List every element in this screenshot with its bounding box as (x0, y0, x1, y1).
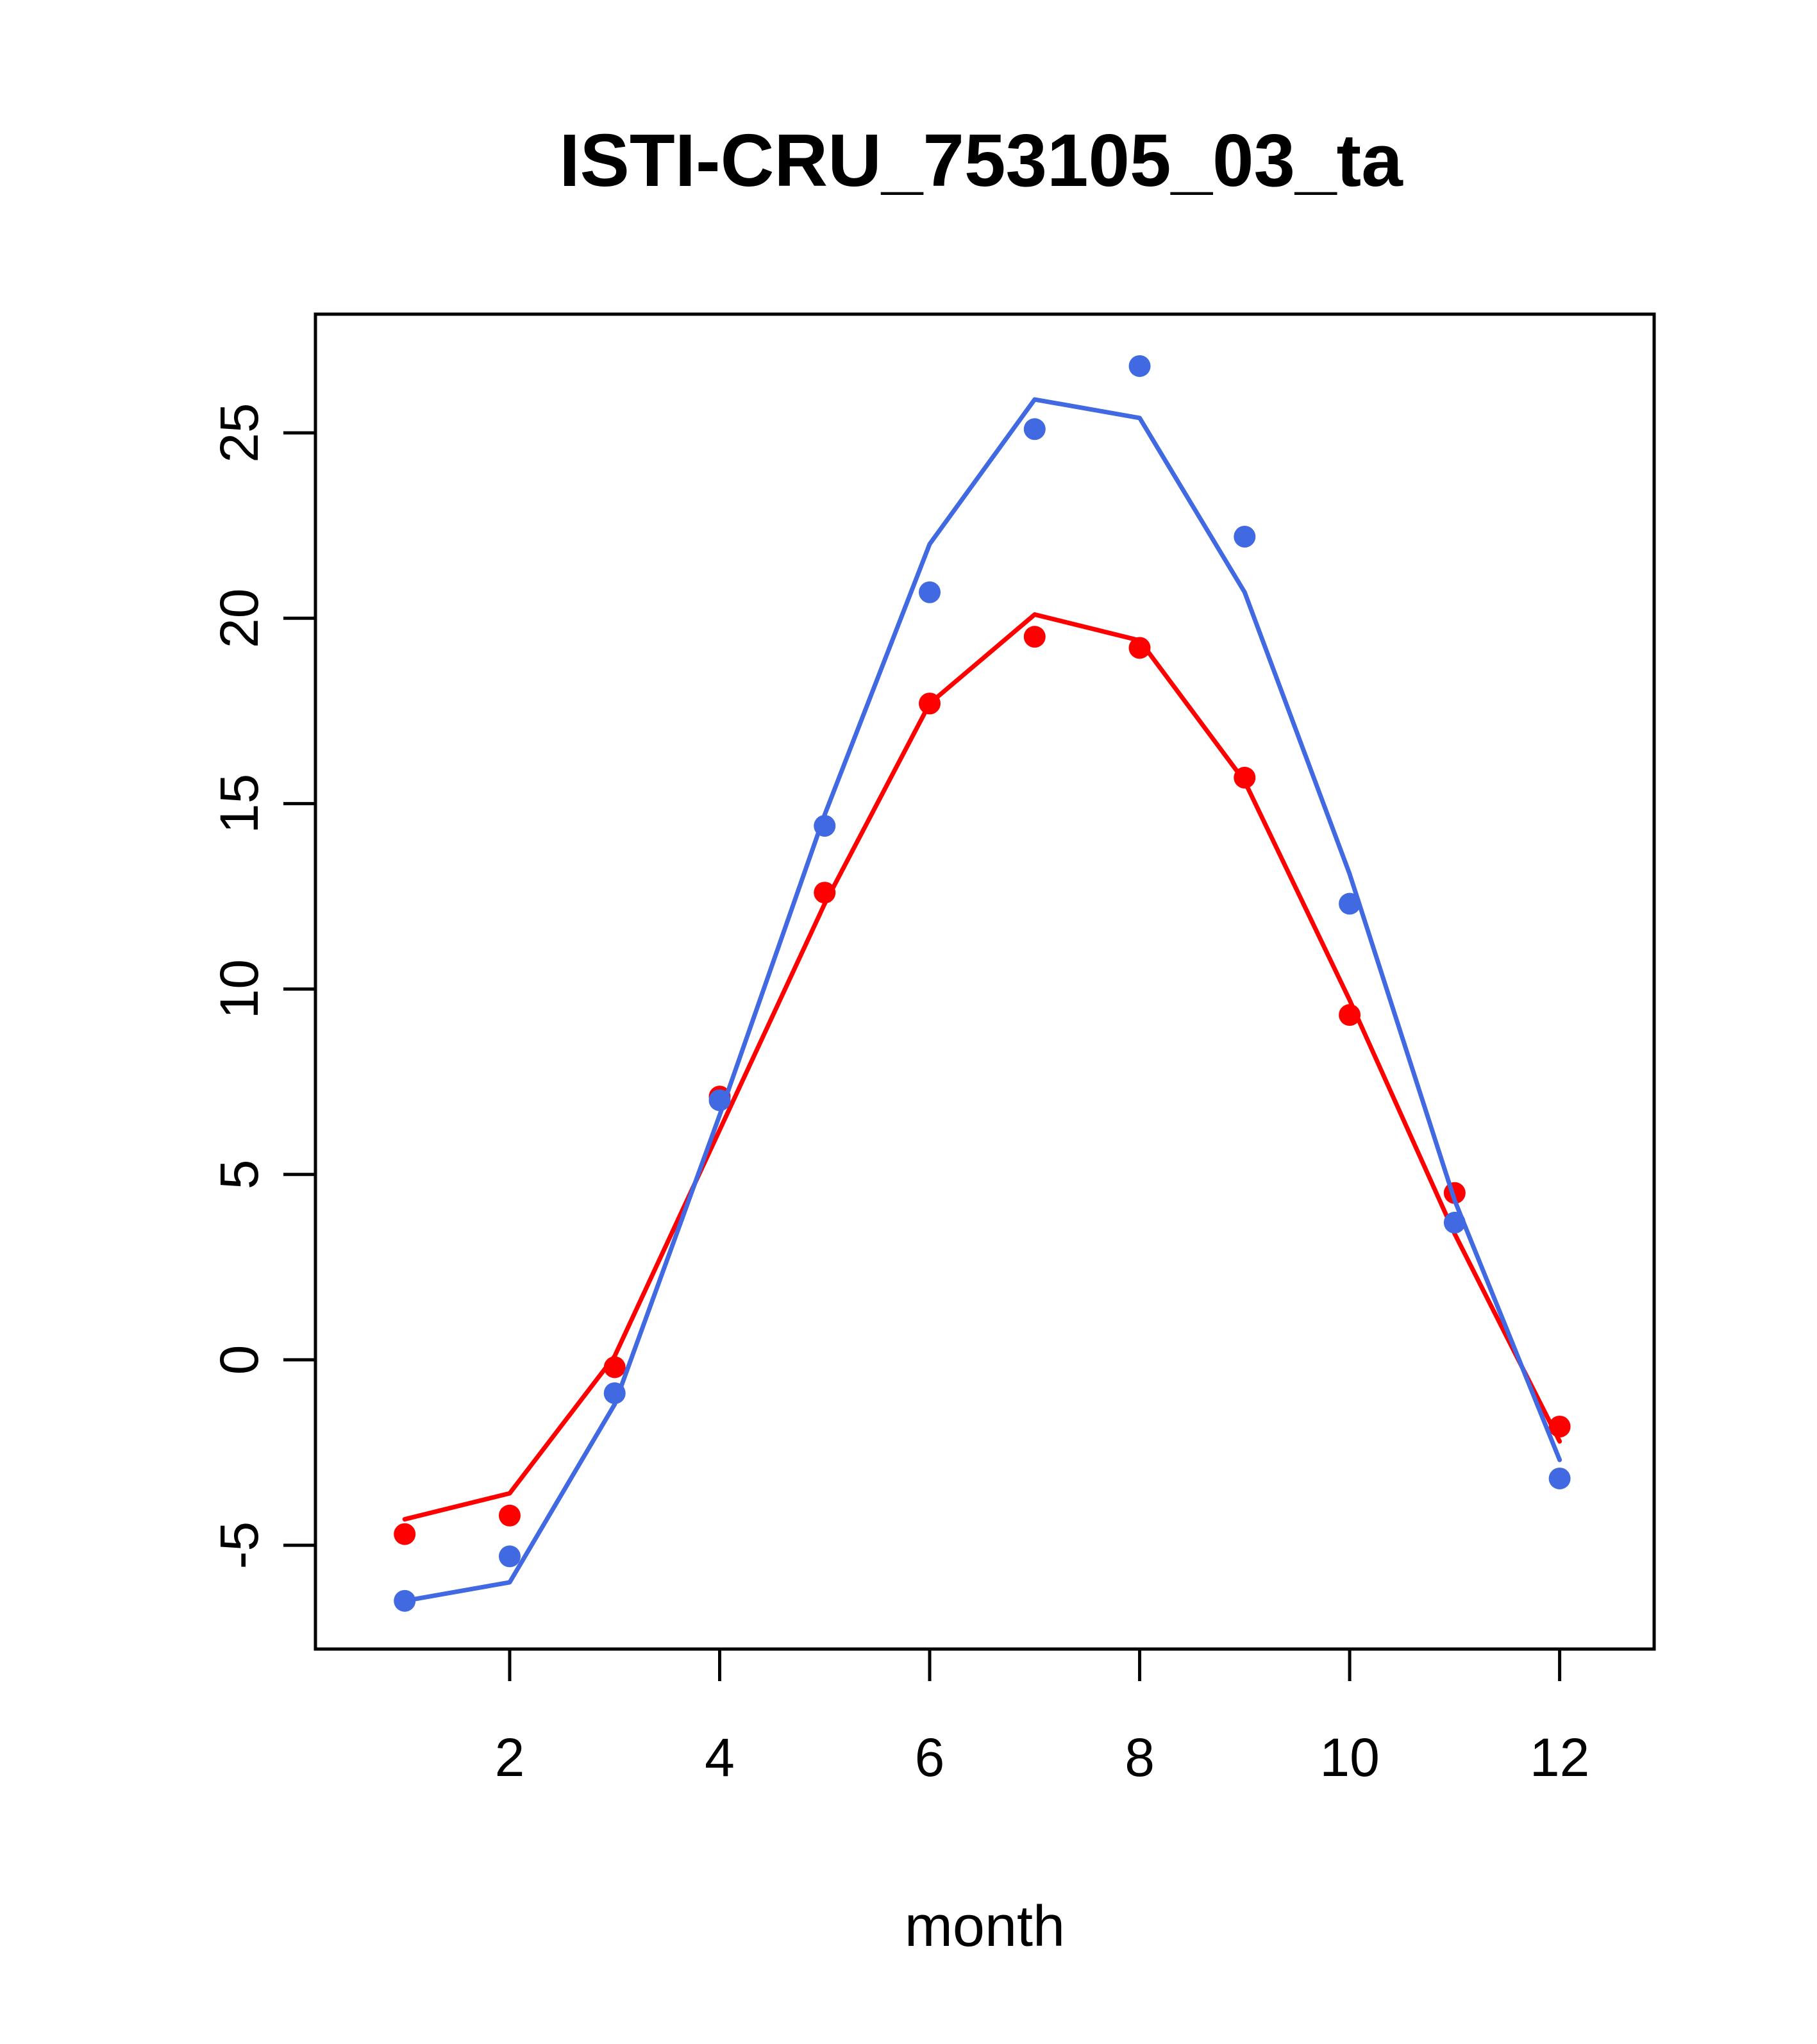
series-2-point (1234, 526, 1256, 548)
series-2-point (1548, 1467, 1571, 1489)
series-1-point (498, 1504, 521, 1527)
series-layer (394, 355, 1571, 1612)
series-1-line (402, 612, 1562, 1522)
y-tick-label: 0 (209, 1345, 269, 1375)
series-1-point (1234, 766, 1256, 789)
series-2-point (603, 1382, 626, 1404)
series-2-point (1023, 418, 1046, 440)
x-tick-label: 12 (1530, 1727, 1589, 1788)
series-1-point (394, 1523, 416, 1545)
series-2-point (1339, 892, 1361, 915)
x-tick-label: 4 (705, 1727, 735, 1788)
series-2 (394, 355, 1571, 1612)
series-2-point (394, 1589, 416, 1612)
series-1 (394, 612, 1571, 1545)
x-tick-label: 10 (1319, 1727, 1379, 1788)
series-2-point (919, 581, 941, 603)
x-axis: 2 4 6 8 10 12 (495, 1647, 1589, 1788)
x-tick-label: 8 (1125, 1727, 1155, 1788)
x-tick-label: 2 (495, 1727, 525, 1788)
y-tick-label: 10 (209, 959, 269, 1019)
series-1-point (603, 1356, 626, 1378)
series-2-point (1128, 355, 1151, 377)
plot-area (314, 312, 1656, 1651)
y-tick-label: 15 (209, 774, 269, 834)
series-2-line (402, 397, 1562, 1604)
series-1-point (919, 692, 941, 715)
series-2-point (498, 1545, 521, 1568)
chart-title: ISTI-CRU_753105_03_ta (559, 119, 1403, 202)
x-axis-label: month (905, 1895, 1065, 1959)
series-2-point (1443, 1211, 1466, 1234)
series-1-point (1339, 1004, 1361, 1026)
series-2-point (814, 815, 836, 837)
series-1-point (814, 882, 836, 904)
y-tick-label: -5 (209, 1521, 269, 1570)
y-tick-label: 25 (209, 403, 269, 462)
series-2-point (708, 1089, 731, 1112)
x-tick-label: 6 (915, 1727, 945, 1788)
y-tick-label: 20 (209, 589, 269, 648)
series-1-point (1548, 1416, 1571, 1437)
y-axis: -5 0 5 10 15 20 25 (209, 403, 317, 1570)
series-1-point (1023, 626, 1046, 648)
series-1-point (1128, 637, 1151, 659)
y-tick-label: 5 (209, 1159, 269, 1189)
